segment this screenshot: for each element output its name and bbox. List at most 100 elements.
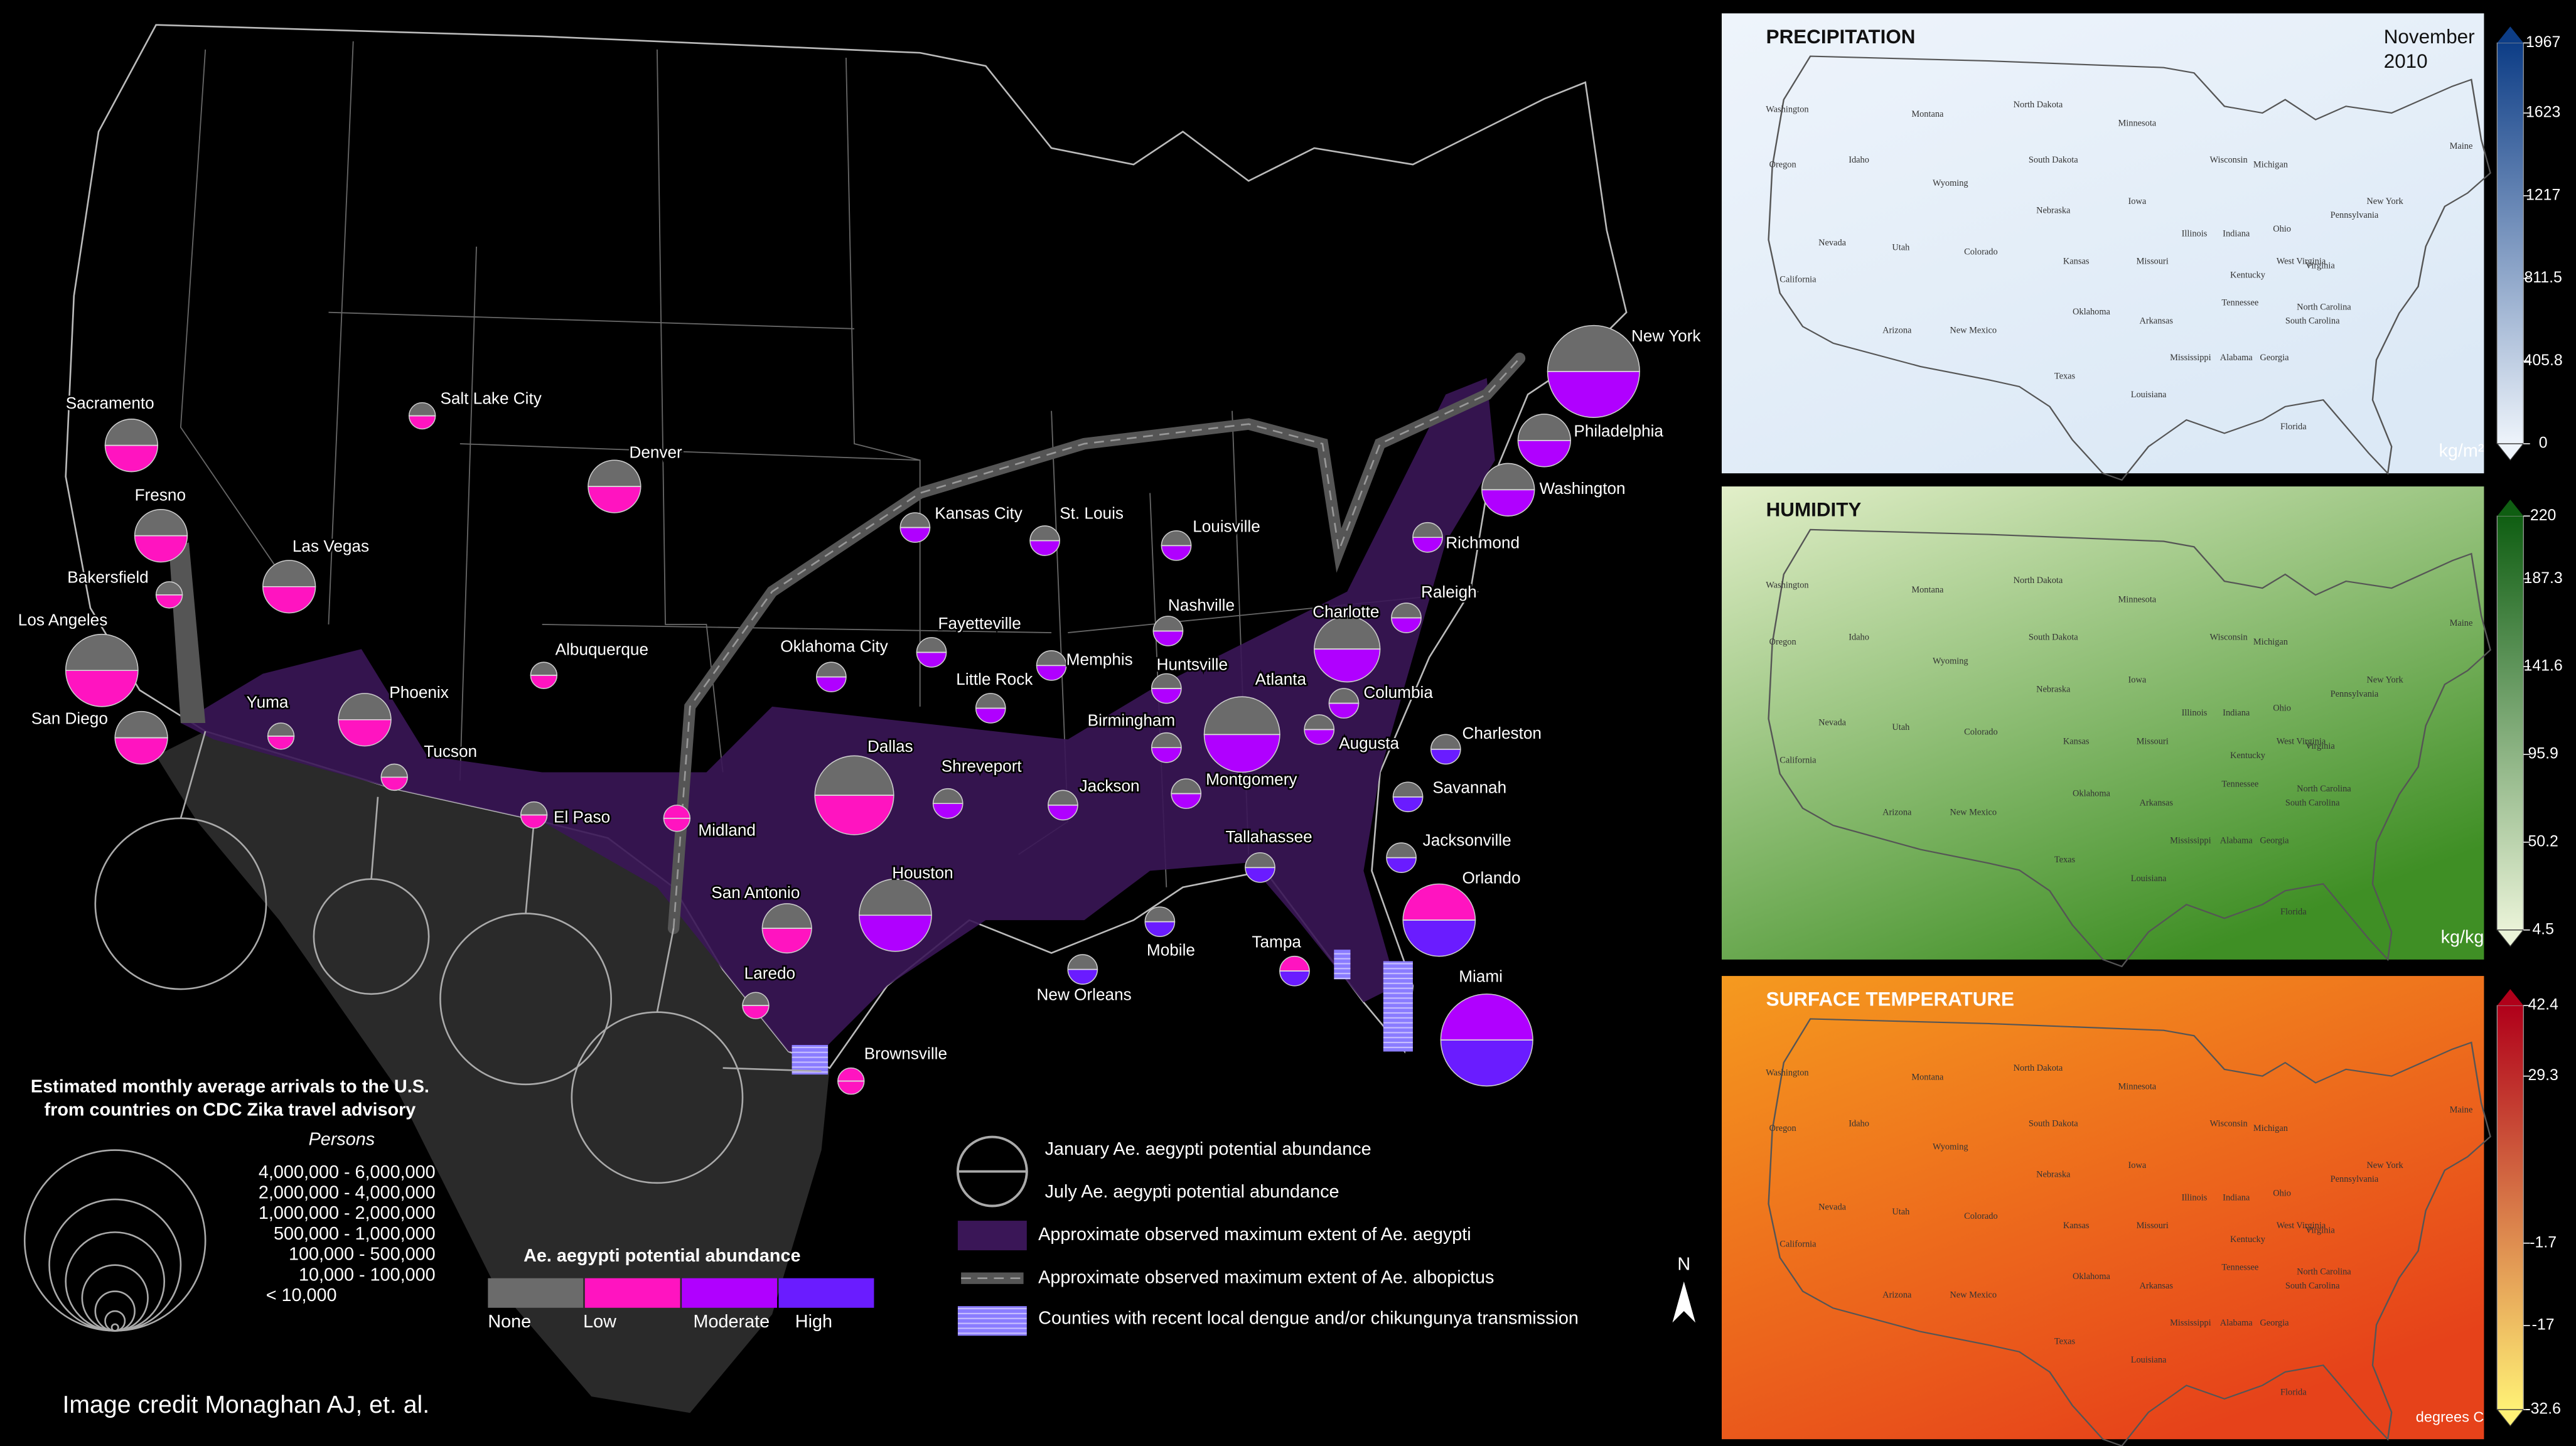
city-label: Midland [698,821,756,840]
state-label: Idaho [1849,633,1869,643]
state-label: South Carolina [2285,798,2340,808]
state-label: Montana [1911,585,1944,595]
city-january [1067,954,1098,970]
city-january [1245,852,1275,869]
state-label: Arkansas [2139,1281,2173,1291]
city-label: New Orleans [1037,985,1132,1004]
city-july [1314,648,1381,683]
city-july [1304,729,1335,745]
state-label: Texas [2054,1336,2076,1346]
city-label: Las Vegas [292,537,369,555]
colorbar-unit: kg/kg [2441,927,2484,947]
city-label: Fresno [135,486,186,505]
colorbar-tick-label: -1.7 [2530,1233,2557,1251]
state-label: Montana [1911,1073,1944,1083]
city-january [814,755,894,796]
arrival-class: 500,000 - 1,000,000 [274,1224,436,1244]
state-label: California [1779,756,1817,766]
city-label: Birmingham [1088,710,1176,729]
city-label: Nashville [1168,596,1235,614]
city-label: Oklahoma City [780,637,888,656]
state-label: Wyoming [1933,1142,1968,1152]
state-label: Idaho [1849,1119,1869,1129]
city-january [1152,616,1184,632]
credit: Image credit Monaghan AJ, et. al. [62,1391,429,1418]
state-label: Tennessee [2221,297,2258,308]
city-january [1314,616,1381,650]
city-label: St. Louis [1060,504,1124,523]
city-january [1144,906,1176,923]
city-july [114,737,168,765]
state-label: Nevada [1818,238,1847,248]
city-label: Los Angeles [18,611,108,629]
city-january [975,693,1006,709]
city-july [1440,1039,1533,1087]
state-label: Alabama [2220,1318,2253,1328]
abundance-label: Moderate [694,1312,770,1332]
city-january [267,722,295,737]
arrival-class: 4,000,000 - 6,000,000 [259,1162,436,1182]
colorbar-tick-label: 405.8 [2524,351,2563,369]
legend-extent-swatch [957,1221,1027,1251]
city-july [1151,688,1182,704]
state-label: Idaho [1849,155,1869,165]
city-label: Houston [892,864,953,882]
city-label: Albuquerque [555,640,648,659]
colorbar-tick-label: 1623 [2526,104,2560,121]
city-january [1328,688,1360,704]
mexico [156,731,830,1413]
city-july [1161,545,1192,561]
colorbar [2496,42,2524,444]
colorbar-unit: degrees C [2416,1408,2484,1425]
colorbar-tick-label: 1967 [2526,33,2560,51]
city-january [1412,522,1443,538]
state-label: West Virginia [2277,1221,2326,1231]
panel-title: PRECIPITATION [1766,26,1916,48]
colorbar-max-arrow [2497,989,2524,1006]
city-july [742,1005,770,1019]
persons-label: Persons [309,1129,375,1149]
city-label: Orlando [1462,869,1520,887]
city-january [761,903,812,929]
city-july [1048,805,1078,821]
city-july [520,814,548,829]
city-july [663,818,691,832]
city-july [1402,919,1476,957]
state-label: Colorado [1964,727,1998,737]
city-january [1279,955,1310,972]
arrival-class: 1,000,000 - 2,000,000 [259,1203,436,1223]
state-label: Oregon [1769,1123,1796,1133]
state-label: Texas [2054,372,2076,382]
abundance-label: High [795,1312,832,1332]
state-label: Washington [1766,1068,1808,1078]
city-january [932,788,963,805]
city-january [1392,781,1424,798]
state-label: Illinois [2182,708,2208,718]
city-july [859,914,932,952]
dengue-counties [792,950,1413,1075]
state-label: New Mexico [1950,1290,1997,1300]
colorbar-tick-label: -32.6 [2525,1400,2561,1418]
state-label: North Dakota [2014,576,2063,586]
city-january [588,459,641,487]
state-label: Nebraska [2036,206,2071,216]
state-label: Wyoming [1933,656,1968,666]
state-label: Kentucky [2230,751,2266,761]
state-label: North Carolina [2297,1267,2351,1277]
state-label: Florida [2280,907,2307,917]
city-label: Brownsville [864,1044,947,1063]
city-label: Fayetteville [938,614,1021,633]
state-label: Kentucky [2230,1234,2266,1245]
state-label: Arkansas [2139,316,2173,326]
city-january [1151,732,1182,749]
city-july [816,676,847,692]
colorbar-min-arrow [2496,1409,2525,1427]
colorbar [2496,515,2524,931]
city-july [1392,796,1424,813]
state-label: Arizona [1882,808,1912,818]
city-label: Columbia [1363,683,1433,702]
city-label: Tampa [1252,933,1301,951]
city-july [1279,970,1310,987]
city-label: Miami [1459,967,1503,986]
city-july [1391,617,1422,633]
